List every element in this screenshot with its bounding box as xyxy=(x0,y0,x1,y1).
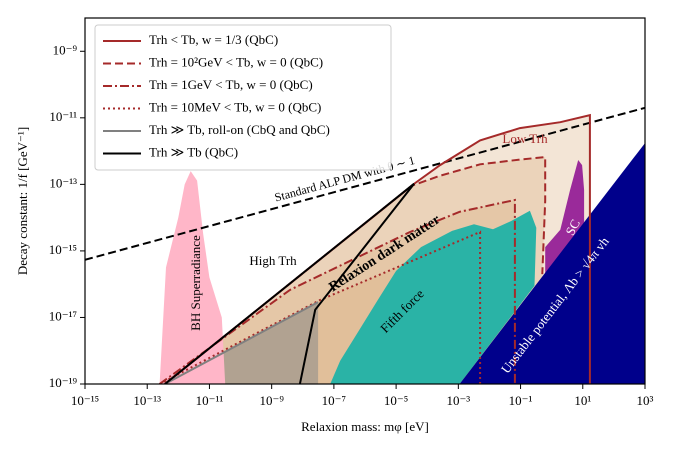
legend-box xyxy=(94,24,392,171)
x-tick-label: 10⁻⁹ xyxy=(259,393,284,408)
x-tick-label: 10⁻⁷ xyxy=(322,393,346,408)
y-tick-label: 10⁻¹¹ xyxy=(49,109,77,124)
x-tick-label: 10¹ xyxy=(574,393,591,408)
annotation: BH Superradiance xyxy=(188,235,203,331)
reference-line xyxy=(85,106,645,261)
region xyxy=(459,143,645,384)
legend-label: Trh = 10MeV < Tb, w = 0 (QbC) xyxy=(149,99,321,114)
legend-label: Trh ≫ Tb, roll-on (CbQ and QbC) xyxy=(149,122,330,137)
x-tick-label: 10⁻¹⁵ xyxy=(71,393,99,408)
region xyxy=(159,171,226,384)
region xyxy=(545,160,585,274)
legend-label: Trh = 10²GeV < Tb, w = 0 (QbC) xyxy=(149,54,323,69)
legend-label: Trh ≫ Tb (QbC) xyxy=(149,144,238,159)
annotation: High Trh xyxy=(249,253,297,268)
series-line xyxy=(164,155,547,384)
x-tick-label: 10⁻³ xyxy=(446,393,470,408)
region xyxy=(330,210,537,384)
y-axis-label: Decay constant: 1/f [GeV⁻¹] xyxy=(15,127,30,275)
plot-frame xyxy=(84,17,646,385)
x-tick-label: 10⁻¹³ xyxy=(133,393,161,408)
series-line xyxy=(164,113,591,384)
legend-label: Trh < Tb, w = 1/3 (QbC) xyxy=(149,32,278,47)
series-line xyxy=(164,301,319,384)
y-tick-label: 10⁻¹⁹ xyxy=(49,375,78,390)
y-tick-label: 10⁻¹⁵ xyxy=(49,242,77,257)
x-tick-label: 10³ xyxy=(637,393,654,408)
legend-label: Trh = 1GeV < Tb, w = 0 (QbC) xyxy=(149,77,313,92)
y-tick-label: 10⁻¹⁷ xyxy=(49,308,77,323)
series-line xyxy=(159,230,482,384)
y-tick-label: 10⁻⁹ xyxy=(53,42,78,57)
x-axis-label: Relaxion mass: mφ [eV] xyxy=(301,419,429,434)
x-tick-label: 10⁻¹ xyxy=(509,393,533,408)
plot-area xyxy=(85,106,645,384)
annotation: SC xyxy=(562,217,583,238)
y-tick-label: 10⁻¹³ xyxy=(49,175,77,190)
x-tick-label: 10⁻⁵ xyxy=(384,393,408,408)
x-tick-label: 10⁻¹¹ xyxy=(196,393,224,408)
annotation: Low Trh xyxy=(502,131,548,146)
series-line xyxy=(164,182,415,384)
